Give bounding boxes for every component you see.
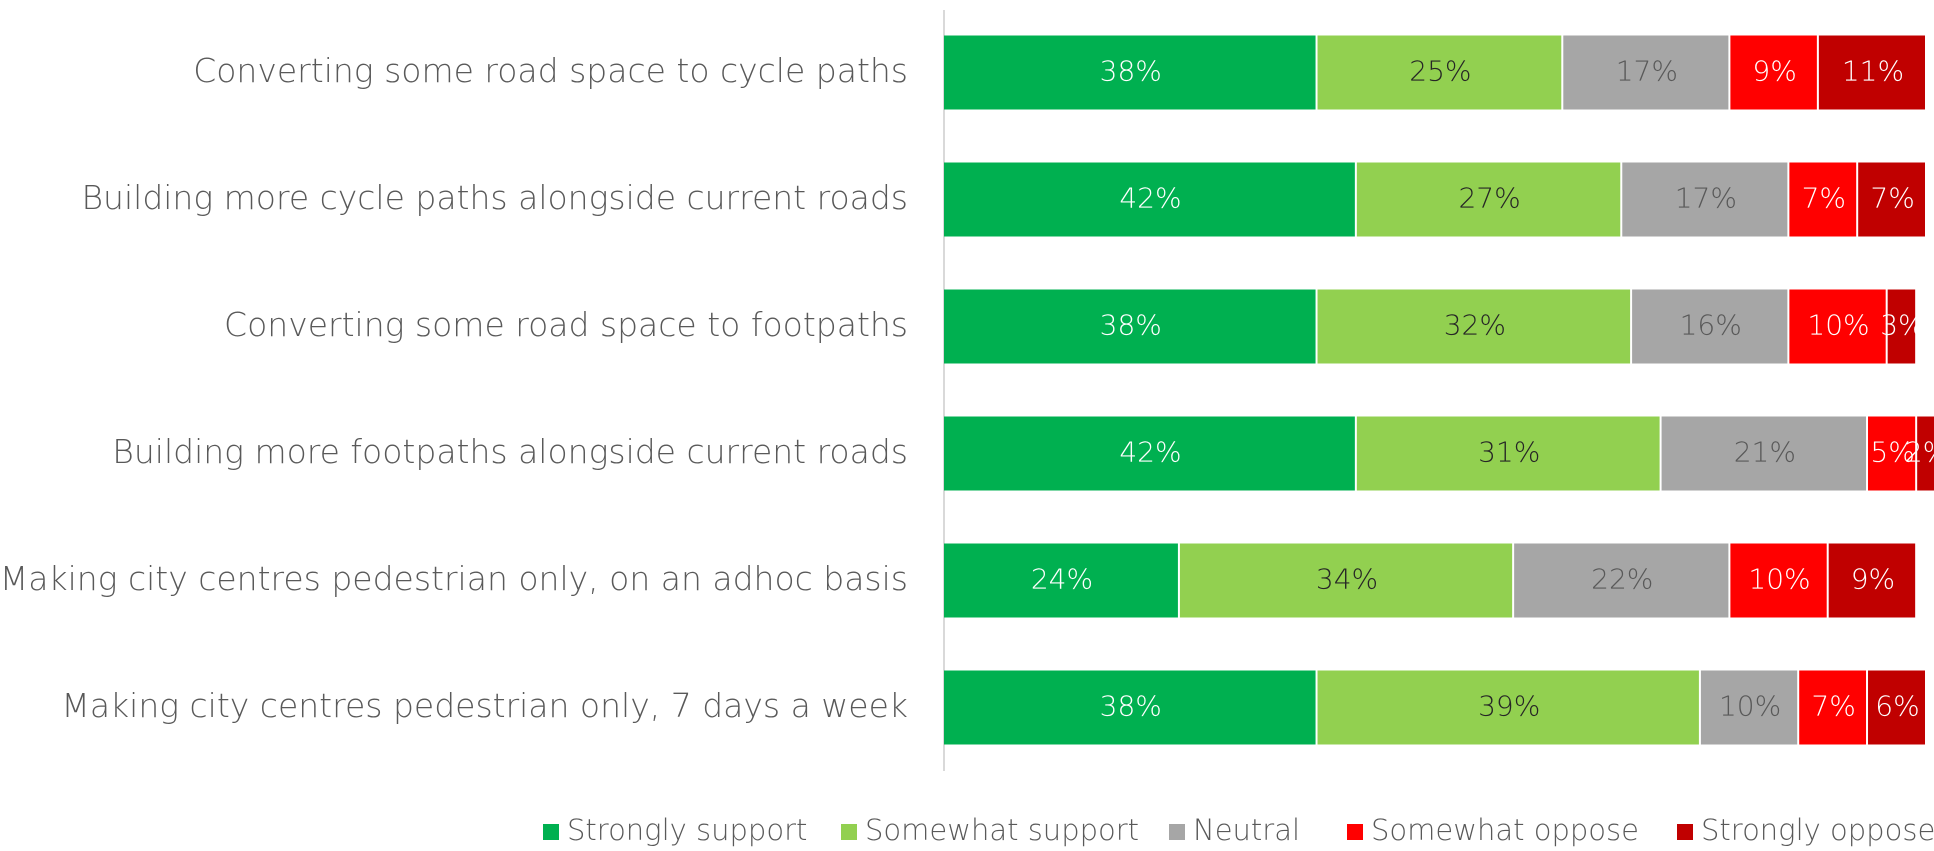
bar-segment: [1622, 162, 1788, 237]
value-label: 22%: [1591, 563, 1653, 596]
value-label: 3%: [1880, 309, 1924, 342]
legend-swatch: [1347, 824, 1363, 840]
value-label: 32%: [1444, 309, 1506, 342]
bar-segment: [1700, 670, 1798, 745]
value-label: 24%: [1031, 563, 1093, 596]
bar-segment: [944, 35, 1316, 110]
value-label: 42%: [1119, 182, 1181, 215]
value-label: 17%: [1675, 182, 1737, 215]
value-label: 38%: [1100, 690, 1162, 723]
value-label: 31%: [1478, 436, 1540, 469]
legend-label: Somewhat oppose: [1371, 813, 1639, 847]
bar-segment: [1917, 416, 1934, 491]
value-label: 39%: [1478, 690, 1540, 723]
category-label: Making city centres pedestrian only, 7 d…: [61, 686, 908, 725]
bar-segment: [1317, 289, 1631, 364]
bar-segment: [1858, 162, 1925, 237]
value-label: 7%: [1870, 182, 1914, 215]
value-label: 9%: [1851, 563, 1895, 596]
legend-swatch: [841, 824, 857, 840]
value-label: 7%: [1811, 690, 1855, 723]
value-label: 27%: [1458, 182, 1520, 215]
bar-segment: [1179, 543, 1513, 618]
bar-segment: [1317, 35, 1562, 110]
category-label: Converting some road space to footpaths: [224, 305, 908, 344]
value-label: 21%: [1734, 436, 1796, 469]
value-label: 34%: [1316, 563, 1378, 596]
bar-segment: [944, 289, 1316, 364]
bar-segment: [1730, 543, 1827, 618]
value-label: 42%: [1119, 436, 1181, 469]
bar-segment: [1868, 416, 1916, 491]
category-label: Making city centres pedestrian only, on …: [0, 559, 908, 598]
bar-segment: [1563, 35, 1729, 110]
value-label: 5%: [1870, 436, 1914, 469]
value-label: 17%: [1616, 55, 1678, 88]
value-label: 25%: [1409, 55, 1471, 88]
value-label: 10%: [1748, 563, 1810, 596]
bar-segment: [1799, 670, 1867, 745]
legend-swatch: [1677, 824, 1693, 840]
bar-segment: [1818, 35, 1925, 110]
bar-segment: [1356, 416, 1660, 491]
category-label: Building more cycle paths alongside curr…: [81, 178, 908, 217]
legend-label: Strongly oppose: [1701, 813, 1934, 847]
value-label: 38%: [1100, 55, 1162, 88]
bar-segment: [1828, 543, 1916, 618]
value-label: 9%: [1752, 55, 1796, 88]
bar-segment: [1632, 289, 1788, 364]
bar-segment: [1514, 543, 1729, 618]
bar-segment: [1356, 162, 1621, 237]
value-label: 6%: [1875, 690, 1919, 723]
value-label: 16%: [1680, 309, 1742, 342]
legend-label: Strongly support: [567, 813, 807, 847]
value-label: 10%: [1719, 690, 1781, 723]
bar-segment: [1887, 289, 1916, 364]
legend-label: Somewhat support: [865, 813, 1139, 847]
bar-segment: [1789, 162, 1857, 237]
legend-label: Neutral: [1193, 813, 1300, 847]
value-label: 11%: [1842, 55, 1904, 88]
legend-swatch: [543, 824, 559, 840]
value-label: 2%: [1905, 436, 1934, 469]
bar-segment: [944, 162, 1355, 237]
bar-segment: [944, 416, 1355, 491]
value-label: 7%: [1802, 182, 1846, 215]
value-label: 38%: [1100, 309, 1162, 342]
legend-swatch: [1169, 824, 1185, 840]
category-label: Building more footpaths alongside curren…: [112, 432, 908, 471]
bar-segment: [1317, 670, 1699, 745]
bar-segment: [1661, 416, 1867, 491]
category-label: Converting some road space to cycle path…: [193, 51, 908, 90]
bar-segment: [944, 543, 1178, 618]
bar-segment: [1730, 35, 1817, 110]
bar-segment: [1789, 289, 1886, 364]
bar-segment: [944, 670, 1316, 745]
bar-segment: [1868, 670, 1925, 745]
value-label: 10%: [1807, 309, 1869, 342]
